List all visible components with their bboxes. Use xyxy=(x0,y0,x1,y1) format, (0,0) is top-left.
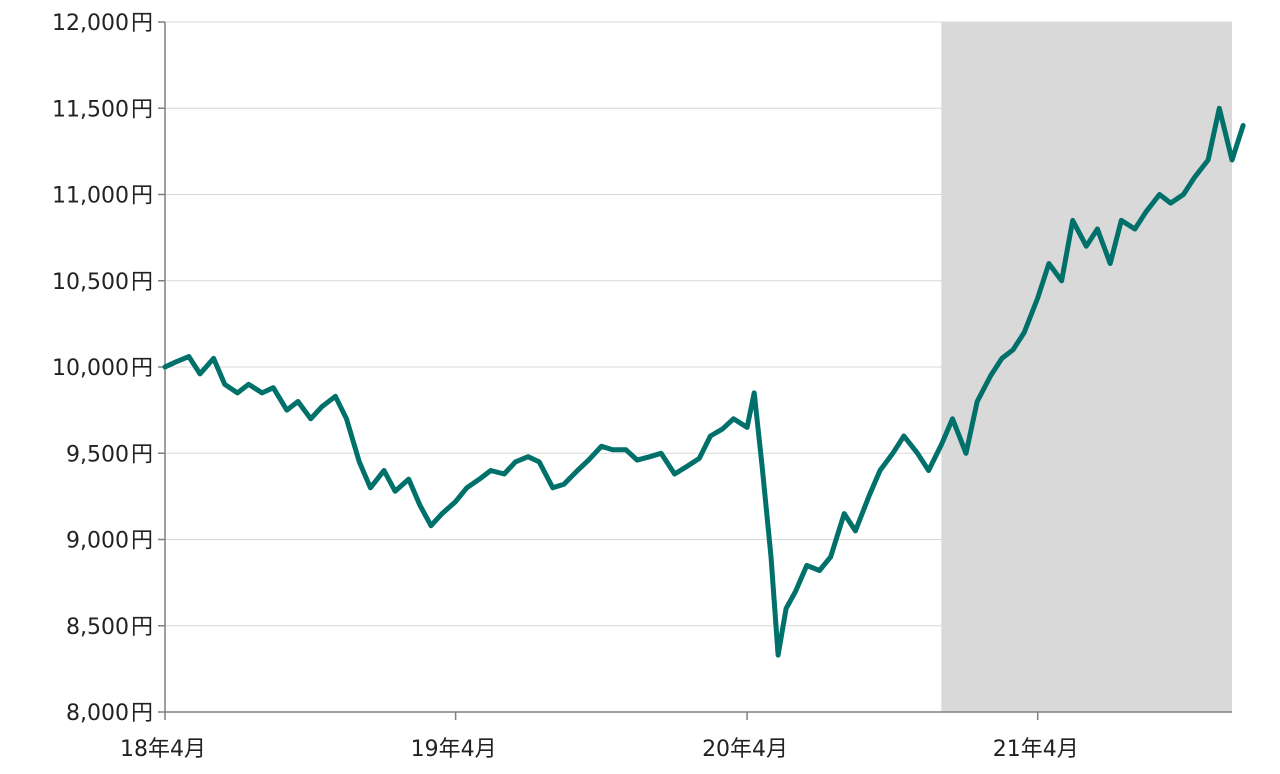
y-tick-unit: 円 xyxy=(131,184,153,209)
y-tick-label: 8,000 xyxy=(66,701,129,726)
y-tick-label: 11,000 xyxy=(52,184,129,209)
y-tick-label: 9,500 xyxy=(66,442,129,467)
x-tick-label: 21年4月 xyxy=(993,737,1079,762)
y-tick-label: 12,000 xyxy=(52,11,129,36)
y-tick-unit: 円 xyxy=(131,270,153,295)
y-tick-unit: 円 xyxy=(131,442,153,467)
y-tick-label: 11,500 xyxy=(52,97,129,122)
y-tick-unit: 円 xyxy=(131,529,153,554)
y-tick-label: 10,500 xyxy=(52,270,129,295)
y-tick-label: 9,000 xyxy=(66,529,129,554)
x-tick-label: 19年4月 xyxy=(411,737,497,762)
x-tick-label: 20年4月 xyxy=(702,737,788,762)
y-tick-unit: 円 xyxy=(131,615,153,640)
x-tick-label: 18年4月 xyxy=(120,737,206,762)
y-tick-unit: 円 xyxy=(131,97,153,122)
y-tick-unit: 円 xyxy=(131,11,153,36)
y-tick-label: 10,000 xyxy=(52,356,129,381)
y-tick-label: 8,500 xyxy=(66,615,129,640)
series-line-0 xyxy=(162,105,1246,658)
y-tick-unit: 円 xyxy=(131,701,153,726)
y-tick-unit: 円 xyxy=(131,356,153,381)
